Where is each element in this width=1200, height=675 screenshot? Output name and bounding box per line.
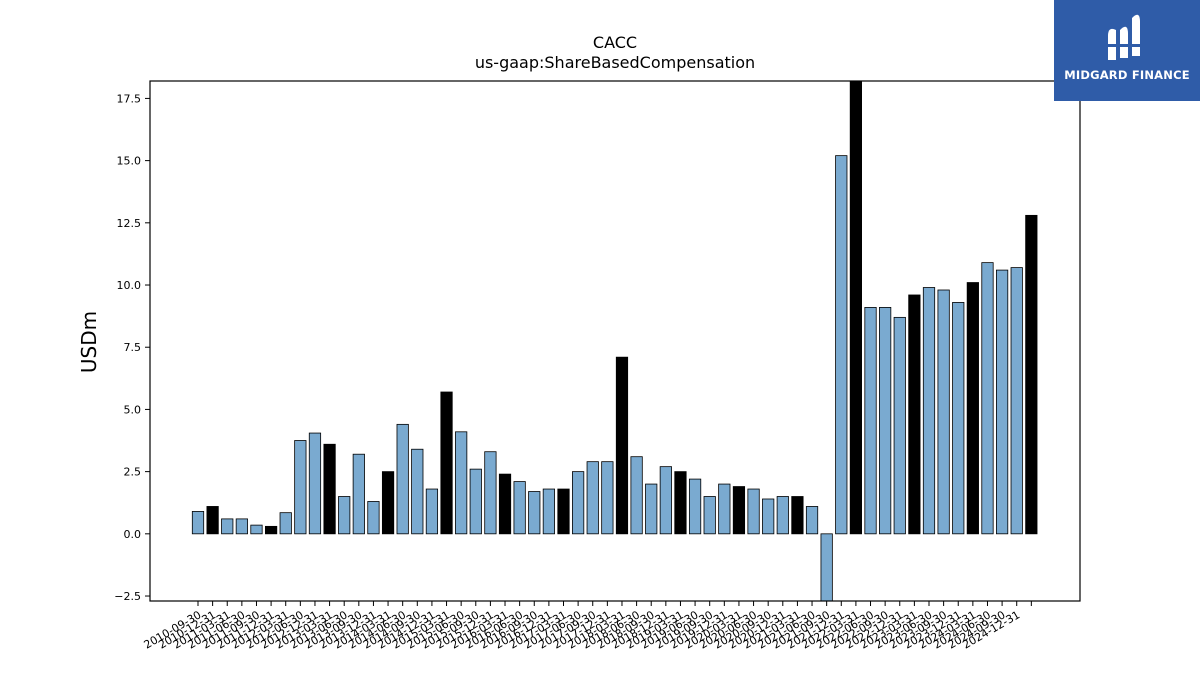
- y-axis-label: USDm: [77, 311, 101, 373]
- bar-2022-06-30: [864, 307, 877, 535]
- bar-2018-03-31: [615, 356, 629, 535]
- bar-2013-09-30: [352, 453, 365, 535]
- bar-2023-03-31: [908, 294, 921, 535]
- brand-logo: MIDGARD FINANCE: [1054, 0, 1200, 101]
- bar-2024-12-31: [1010, 267, 1023, 535]
- bar-2024-06-30: [981, 262, 994, 535]
- chart-subtitle: us-gaap:ShareBasedCompensation: [475, 53, 755, 72]
- bar-2022-03-31: [849, 80, 863, 535]
- bar-2015-12-31: [484, 451, 497, 535]
- y-tick-label: 17.5: [117, 92, 142, 105]
- bar-2017-12-31: [601, 461, 614, 535]
- bar-2017-03-31: [557, 488, 570, 535]
- bar-2019-03-31: [674, 471, 687, 535]
- bar-2024-03-31: [966, 282, 979, 535]
- bar-2023-06-30: [922, 287, 936, 535]
- bar-2016-03-31: [498, 473, 512, 535]
- bar-2019-06-30: [688, 478, 702, 535]
- chart-title: CACC: [593, 33, 637, 52]
- bar-2021-06-30: [805, 506, 819, 535]
- y-tick-label: 2.5: [124, 466, 142, 479]
- y-tick-label: 10.0: [117, 279, 142, 292]
- bar-2017-09-30: [586, 461, 599, 535]
- y-tick-label: −2.5: [114, 590, 141, 603]
- bar-2012-12-31: [308, 432, 322, 535]
- bar-2011-12-31: [264, 525, 278, 535]
- bar-2011-03-31: [221, 518, 234, 535]
- y-tick-label: 0.0: [124, 528, 142, 541]
- bar-2019-12-31: [718, 483, 731, 535]
- bar-2011-06-30: [235, 518, 248, 535]
- bar-2015-09-30: [469, 468, 482, 535]
- bar-2013-12-31: [367, 501, 380, 535]
- bar-2020-06-30: [747, 488, 760, 535]
- bar-2010-09-30: [191, 511, 205, 535]
- bar-2016-06-30: [513, 481, 526, 535]
- y-tick-label: 15.0: [117, 155, 142, 168]
- bar-2019-09-30: [703, 496, 716, 535]
- bar-2018-12-31: [659, 466, 672, 535]
- bar-2012-03-31: [279, 512, 292, 535]
- bar-2020-12-31: [776, 496, 789, 535]
- bar-2013-06-30: [338, 496, 351, 535]
- bar-2020-09-30: [762, 498, 775, 535]
- logo-text: MIDGARD FINANCE: [1064, 68, 1190, 82]
- bar-2020-03-31: [732, 486, 746, 535]
- bar-2014-03-31: [381, 471, 395, 535]
- bar-2024-09-30: [996, 269, 1009, 535]
- bar-2014-06-30: [396, 423, 409, 535]
- bar-2021-09-30: [820, 533, 833, 602]
- bar-2015-03-31: [440, 391, 453, 535]
- bar-2012-06-30: [294, 440, 307, 535]
- bar-2013-03-31: [323, 443, 336, 535]
- bar-2023-09-30: [937, 289, 950, 535]
- plot-frame: [149, 80, 1081, 602]
- x-axis: 2010-09-302010-12-312011-03-312011-06-30…: [142, 601, 1032, 652]
- bar-2011-09-30: [250, 524, 263, 535]
- bar-2022-09-30: [879, 307, 892, 535]
- bar-2014-09-30: [411, 448, 424, 535]
- y-tick-label: 12.5: [117, 217, 142, 230]
- bar-2021-12-31: [835, 155, 848, 535]
- bar-series: [191, 80, 1038, 602]
- bar-2016-12-31: [542, 488, 555, 535]
- bar-2014-12-31: [425, 488, 439, 535]
- bar-2016-09-30: [528, 491, 541, 535]
- bar-2023-12-31: [952, 302, 965, 535]
- bar-2021-03-31: [791, 496, 804, 535]
- bar-undefined: [1025, 214, 1038, 535]
- bar-2017-06-30: [572, 471, 585, 535]
- bar-2022-12-31: [893, 316, 906, 535]
- y-axis: −2.5 0.0 2.5 5.0 7.5 10.0 12.5 15.0 17.5: [114, 92, 150, 603]
- bar-2015-06-30: [455, 431, 468, 535]
- bar-2018-06-30: [630, 456, 643, 535]
- bar-2018-09-30: [645, 483, 658, 535]
- bar-2010-12-31: [206, 506, 219, 535]
- y-tick-label: 7.5: [124, 341, 142, 354]
- y-tick-label: 5.0: [124, 403, 142, 416]
- midgard-logo-icon: [1106, 14, 1144, 60]
